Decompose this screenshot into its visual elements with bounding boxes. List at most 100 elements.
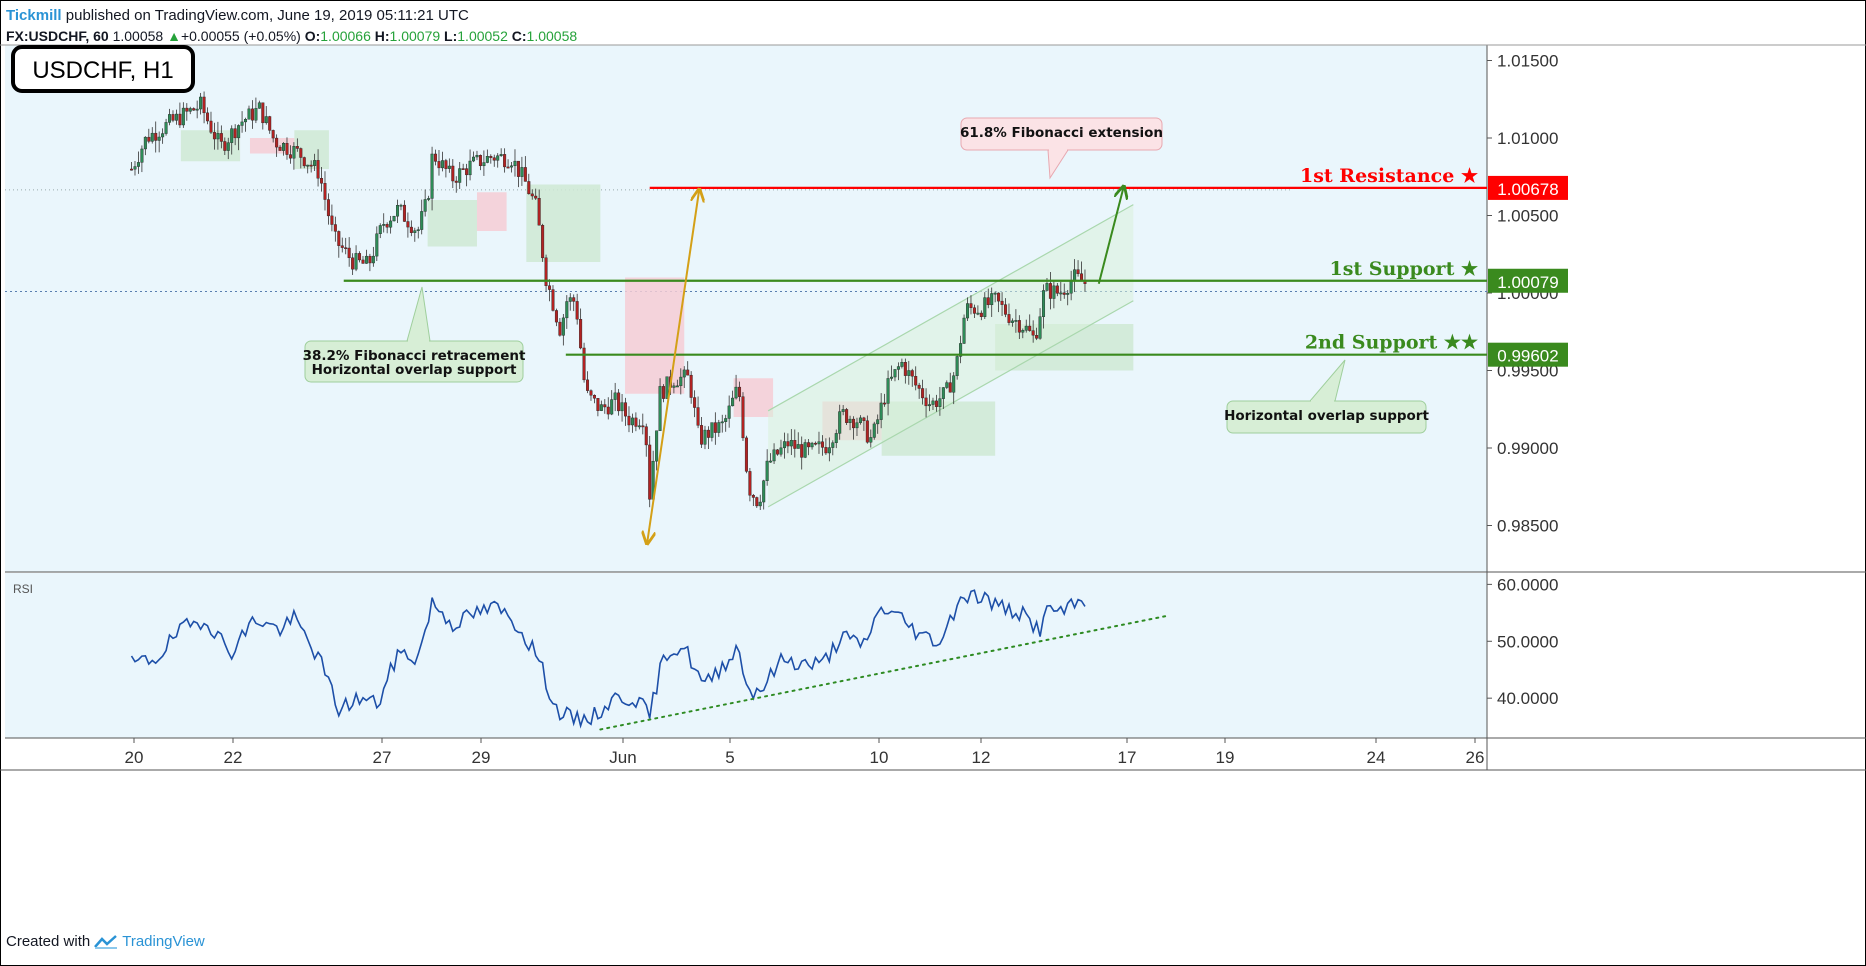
channel-lower-line (767, 300, 1134, 508)
candle-body (237, 125, 241, 139)
1st-support-price-value: 1.00079 (1497, 273, 1558, 292)
candle (793, 429, 797, 458)
cloud-bullish-3 (526, 184, 601, 262)
candle-body (776, 449, 780, 455)
candle (371, 246, 375, 267)
candle (938, 386, 942, 416)
candle (558, 318, 562, 337)
candle-body (941, 387, 945, 399)
candle (910, 368, 914, 387)
candle (817, 431, 821, 454)
candle-body (461, 168, 465, 170)
candle-body (154, 132, 158, 141)
candle-body (955, 356, 959, 376)
candle-body (700, 425, 704, 445)
publisher-link[interactable]: Tickmill (6, 7, 62, 24)
candle-body (385, 224, 389, 228)
candle-body (537, 198, 541, 226)
candle (271, 129, 275, 143)
candle (1004, 298, 1008, 318)
price-tick-label-0: 1.01500 (1497, 52, 1558, 71)
candle (966, 297, 970, 322)
candle (192, 107, 196, 111)
candle (147, 128, 151, 144)
candle-body (216, 133, 220, 140)
candle-body (886, 378, 890, 404)
rsi-trendline (599, 614, 1169, 731)
candle (202, 91, 206, 124)
candle-body (150, 132, 154, 142)
low-value: 1.00052 (457, 28, 508, 44)
candle-body (862, 417, 866, 421)
price-pane (5, 45, 1487, 572)
candle-body (288, 154, 292, 159)
symbol-label[interactable]: FX:USDCHF, 60 (6, 28, 109, 44)
rsi-pane (5, 573, 1487, 738)
candle-body (869, 437, 873, 443)
candle (1066, 289, 1070, 306)
candle (572, 294, 576, 312)
candle (807, 439, 811, 456)
1st-support-label: 1st Support ★ (1329, 258, 1478, 280)
candle (620, 394, 624, 422)
candle-body (503, 154, 507, 168)
candle (472, 151, 476, 163)
1st-support-price-tag (1488, 268, 1568, 293)
candle-body (910, 370, 914, 377)
candle (320, 166, 324, 192)
candle-body (1000, 300, 1004, 305)
candle (1076, 260, 1080, 277)
candle (409, 220, 413, 237)
candle-body (506, 166, 510, 169)
candle (1014, 309, 1018, 333)
candle (724, 414, 728, 432)
candle-body (672, 385, 676, 388)
candle (855, 417, 859, 437)
candle-body (893, 369, 897, 378)
tradingview-brand[interactable]: TradingView (122, 933, 205, 950)
candle-body (1048, 283, 1052, 299)
candle-body (420, 211, 424, 230)
2nd-support-label: 2nd Support ★★ (1305, 332, 1478, 354)
candle-body (827, 447, 831, 454)
candle-body (306, 164, 310, 167)
candle-body (430, 153, 434, 199)
candle-body (468, 160, 472, 176)
candle-body (983, 297, 987, 317)
candle (1000, 292, 1004, 316)
candle-body (855, 422, 859, 429)
chart-title: USDCHF, H1 (32, 57, 173, 84)
publish-info: Tickmill published on TradingView.com, J… (6, 7, 469, 24)
time-tick-label-5: 5 (725, 748, 734, 767)
candle-body (838, 411, 842, 434)
candle-body (814, 442, 818, 445)
candle-body (164, 122, 168, 134)
candle (306, 164, 310, 174)
candle-body (641, 425, 645, 428)
candle-body (845, 409, 849, 423)
candle (541, 223, 545, 262)
candle (178, 102, 182, 128)
candle-body (810, 442, 814, 448)
candle-body (382, 224, 386, 226)
candle-body (510, 165, 514, 168)
candle (544, 254, 548, 292)
time-tick-label-6: 10 (870, 748, 889, 767)
candle-body (199, 96, 203, 110)
candle-body (793, 440, 797, 449)
candle (928, 394, 932, 412)
candle-body (648, 444, 652, 500)
candle-body (478, 154, 482, 167)
candle-body (520, 167, 524, 177)
candle-body (644, 426, 648, 446)
candle-body (744, 437, 748, 472)
candle-body (762, 480, 766, 503)
candle-body (848, 418, 852, 423)
candle-body (402, 204, 406, 222)
candle (599, 400, 603, 412)
candle-body (717, 422, 721, 433)
candle (268, 115, 272, 134)
candle (755, 496, 759, 508)
candle-body (596, 398, 600, 411)
